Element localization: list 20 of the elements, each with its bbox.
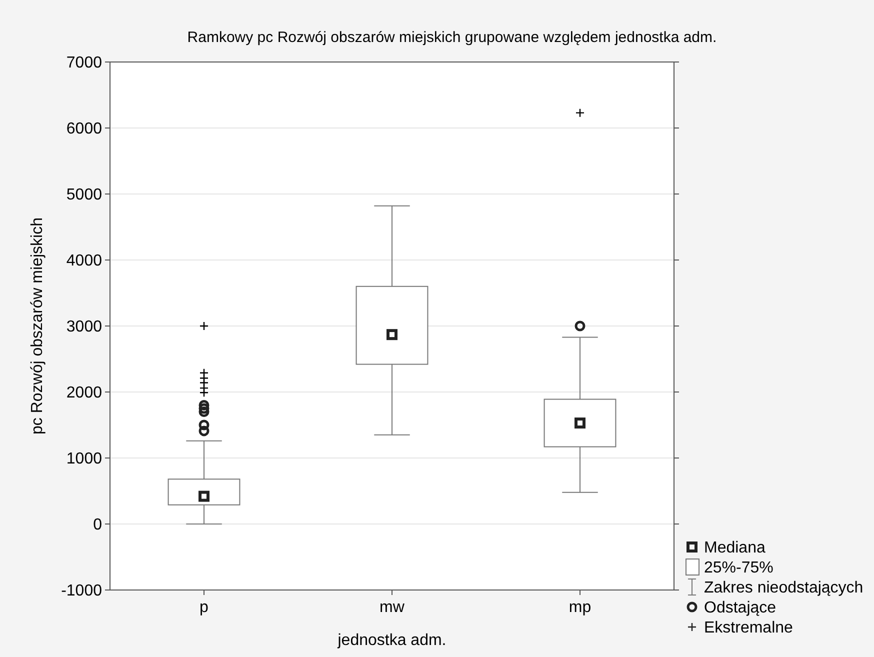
y-tick-label: 0 <box>93 516 102 534</box>
text: Mediana <box>704 540 766 557</box>
x-tick-label: mw <box>380 599 405 616</box>
text: Odstające <box>704 600 776 617</box>
y-tick-label: 4000 <box>66 252 102 270</box>
y-axis-title: pc Rozwój obszarów miejskich <box>29 218 46 434</box>
y-tick-label: 7000 <box>66 54 102 72</box>
chart-title: Ramkowy pc Rozwój obszarów miejskich grupowane względem jednostka adm. <box>187 29 717 46</box>
y-tick-label: 3000 <box>66 318 102 336</box>
x-tick-label: p <box>200 599 209 616</box>
text: Ekstremalne <box>704 620 794 637</box>
y-tick-label: 5000 <box>66 186 102 204</box>
y-tick-label: 2000 <box>66 384 102 402</box>
y-tick-label: 1000 <box>66 450 102 468</box>
x-axis-title: jednostka adm. <box>336 632 446 649</box>
text: 25%-75% <box>704 560 774 577</box>
text: Zakres nieodstających <box>704 580 864 597</box>
x-tick-label: mp <box>568 599 592 616</box>
y-tick-label: 6000 <box>66 120 102 138</box>
y-tick-label: -1000 <box>61 582 102 600</box>
